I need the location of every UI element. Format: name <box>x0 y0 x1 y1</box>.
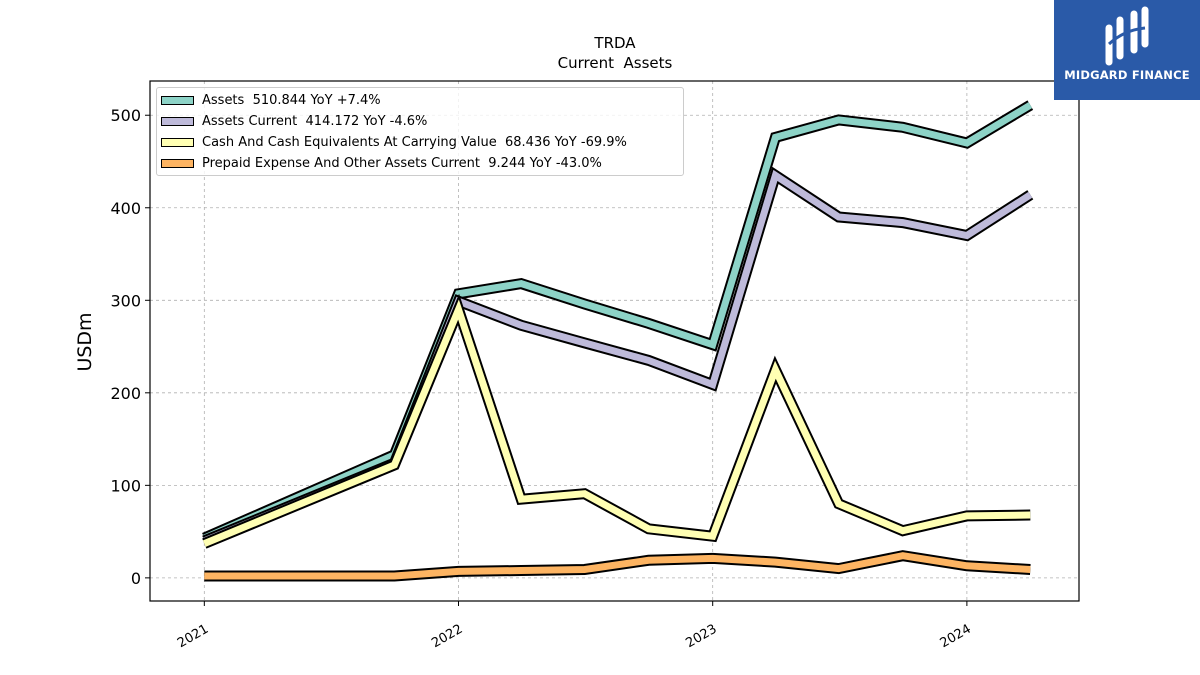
series-3 <box>204 550 1031 582</box>
legend-swatch-assets <box>161 95 194 105</box>
legend-swatch-assets-current <box>161 116 194 126</box>
y-tick-label: 400 <box>110 199 141 218</box>
x-axis: 2021 2022 2023 2024 <box>175 601 974 651</box>
x-tick-label: 2021 <box>175 622 211 652</box>
legend-item-cash: Cash And Cash Equivalents At Carrying Va… <box>161 133 627 151</box>
series-line <box>204 552 1031 580</box>
y-tick-label: 200 <box>110 384 141 403</box>
legend-item-prepaid: Prepaid Expense And Other Assets Current… <box>161 154 602 172</box>
series-line <box>202 299 1031 547</box>
y-tick-label: 0 <box>131 569 141 588</box>
series-line-outline <box>202 166 1034 546</box>
legend-label-assets: Assets 510.844 YoY +7.4% <box>202 92 381 108</box>
y-tick-label: 500 <box>110 106 141 125</box>
y-axis: 0 100 200 300 400 500 <box>110 106 150 588</box>
legend-item-assets: Assets 510.844 YoY +7.4% <box>161 91 381 109</box>
legend: Assets 510.844 YoY +7.4% Assets Current … <box>156 87 684 176</box>
legend-label-prepaid: Prepaid Expense And Other Assets Current… <box>202 155 602 171</box>
x-tick-label: 2023 <box>683 622 719 652</box>
chart-subtitle: Current Assets <box>558 54 673 72</box>
series-layer <box>202 100 1034 582</box>
brand-name: MIDGARD FINANCE <box>1064 68 1190 82</box>
series-1 <box>202 166 1034 546</box>
x-tick-label: 2024 <box>938 622 974 652</box>
legend-item-assets-current: Assets Current 414.172 YoY -4.6% <box>161 112 427 130</box>
series-2 <box>202 293 1031 549</box>
legend-label-cash: Cash And Cash Equivalents At Carrying Va… <box>202 134 627 150</box>
y-axis-label: USDm <box>74 312 96 371</box>
y-tick-label: 100 <box>110 476 141 495</box>
chart-title: TRDA <box>593 34 636 52</box>
legend-swatch-cash <box>161 137 194 147</box>
legend-swatch-prepaid <box>161 158 194 168</box>
brand-logo: MIDGARD FINANCE <box>1054 0 1200 100</box>
x-tick-label: 2022 <box>429 622 465 652</box>
brand-mark-icon <box>1105 6 1149 66</box>
legend-label-assets-current: Assets Current 414.172 YoY -4.6% <box>202 113 428 129</box>
y-tick-label: 300 <box>110 291 141 310</box>
plot-frame <box>149 80 1080 602</box>
